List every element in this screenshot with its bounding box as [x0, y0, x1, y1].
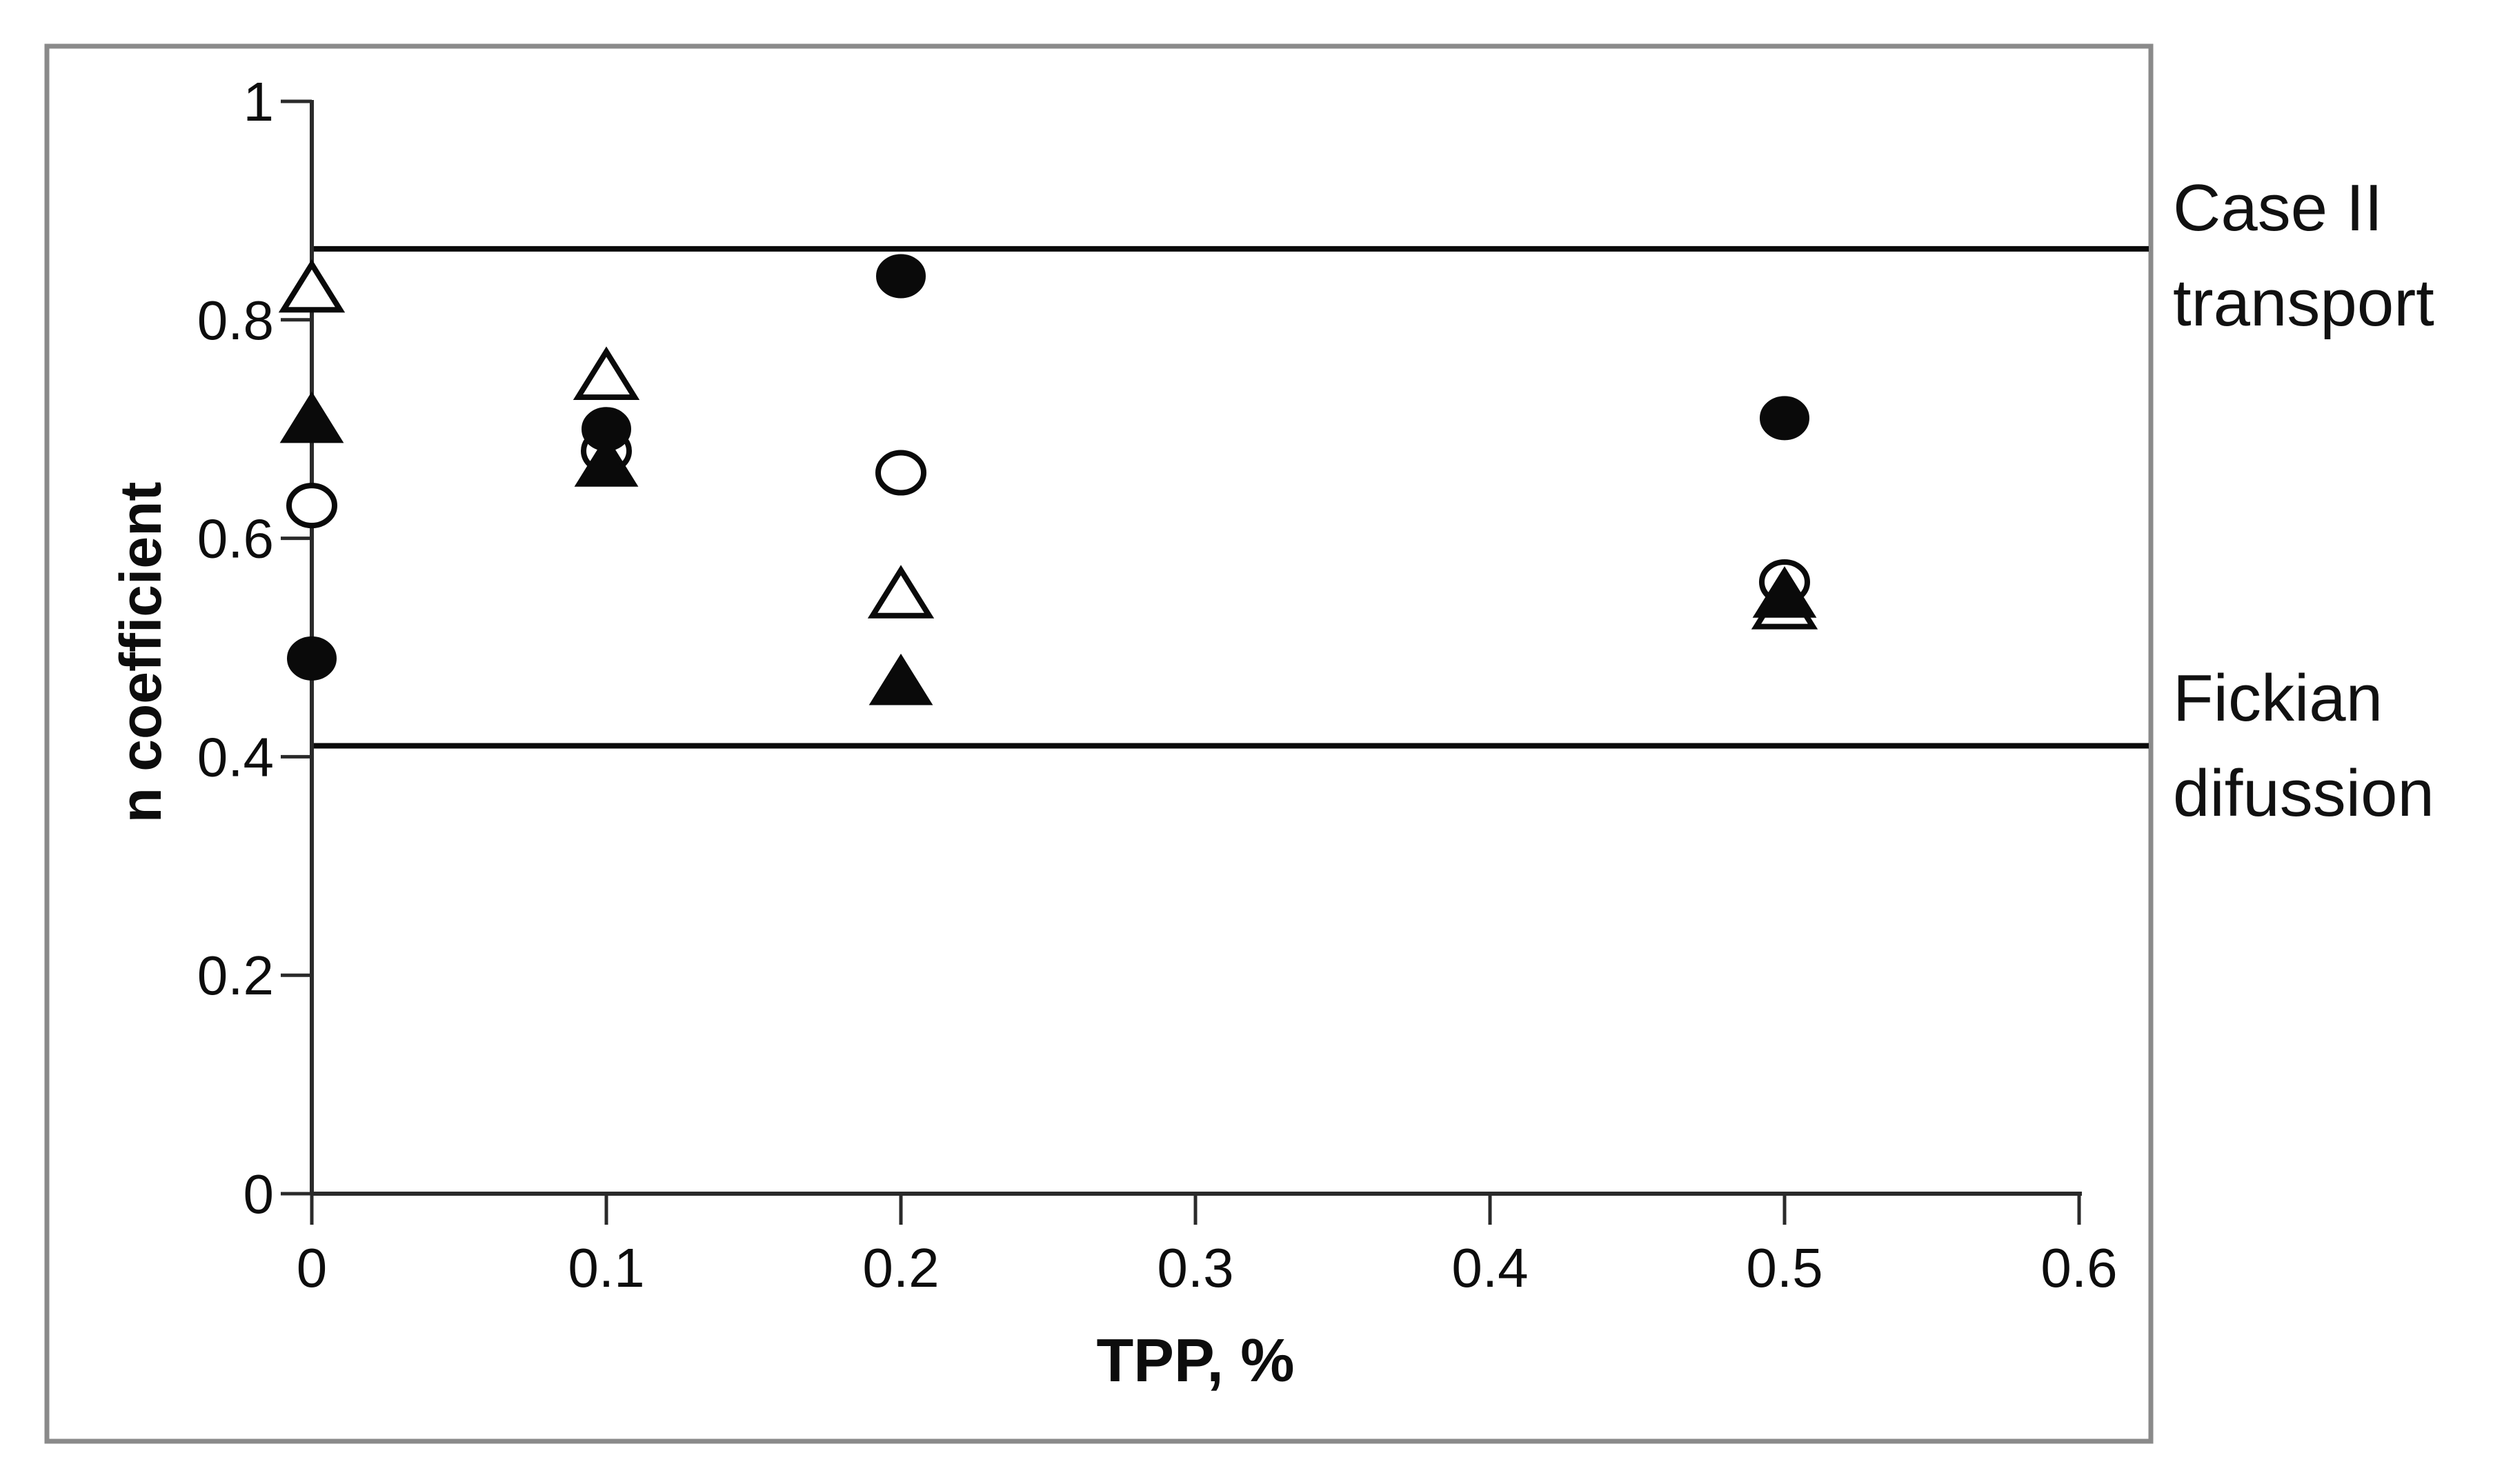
annotation-fickian-line1: Fickian	[2173, 661, 2383, 735]
marker-filled-triangle-x0.2	[868, 653, 933, 705]
y-tick-label-0.2: 0.2	[197, 945, 274, 1006]
y-tick-label-1: 1	[244, 71, 275, 132]
x-tick-label-0.5: 0.5	[1746, 1237, 1822, 1298]
x-tick-label-0.1: 0.1	[568, 1237, 644, 1298]
marker-open-triangle-x0.2	[867, 565, 935, 619]
marker-filled-triangle-x0	[279, 391, 344, 443]
y-tick-label-0.4: 0.4	[197, 726, 274, 788]
x-tick-label-0.3: 0.3	[1157, 1237, 1233, 1298]
annotation-case-ii-line1: Case II	[2173, 171, 2383, 245]
marker-open-circle-x0.2	[875, 450, 926, 496]
marker-filled-triangle-x0.5	[1752, 566, 1817, 618]
y-tick-label-0.6: 0.6	[197, 508, 274, 570]
marker-filled-circle-x0	[287, 636, 337, 681]
y-tick-label-0.8: 0.8	[197, 290, 274, 351]
marker-filled-circle-x0.2	[876, 254, 926, 299]
annotation-case-ii-line2: transport	[2173, 266, 2434, 340]
marker-open-triangle-x0.1	[573, 346, 640, 400]
annotation-fickian-diffusion: Fickian difussion	[2173, 651, 2490, 841]
x-tick-label-0: 0	[297, 1237, 328, 1298]
x-tick-label-0.4: 0.4	[1451, 1237, 1528, 1298]
x-axis-title: TPP, %	[1096, 1326, 1295, 1394]
y-tick-label-0: 0	[244, 1163, 275, 1225]
marker-filled-circle-x0.1	[582, 407, 631, 452]
figure-border	[44, 43, 2154, 1444]
marker-filled-circle-x0.5	[1760, 396, 1809, 441]
annotation-case-ii-transport: Case II transport	[2173, 161, 2490, 351]
y-axis-title: n coefficient	[108, 481, 173, 823]
marker-open-triangle-x0	[278, 259, 346, 313]
annotation-fickian-line2: difussion	[2173, 756, 2434, 830]
x-tick-label-0.6: 0.6	[2040, 1237, 2117, 1298]
marker-filled-triangle-x0.1	[574, 435, 639, 487]
x-tick-label-0.2: 0.2	[862, 1237, 939, 1298]
marker-open-circle-x0	[286, 483, 337, 529]
